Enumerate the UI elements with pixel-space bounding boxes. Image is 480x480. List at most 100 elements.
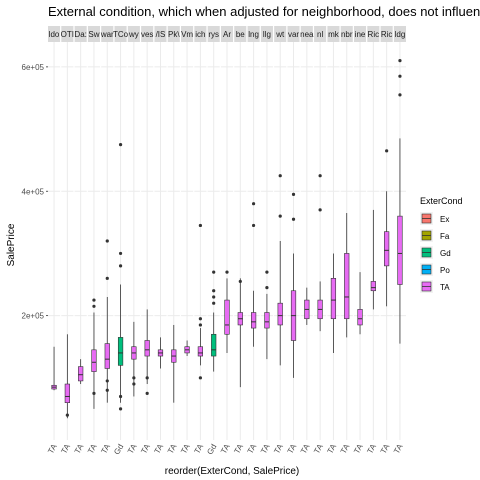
facet-strip-label: llg [263, 30, 271, 39]
facet-strip-label: Ar [223, 30, 231, 39]
outlier-point [265, 286, 269, 290]
x-tick-label: TA [365, 442, 378, 455]
outlier-point [118, 143, 123, 147]
x-tick-label: TA [193, 442, 206, 455]
facet-strip-label: ich [195, 30, 205, 39]
box [330, 278, 337, 320]
facet-panel: Pk\ TA [166, 26, 180, 455]
outlier-point [118, 394, 123, 399]
facet-panel: mk TA [326, 26, 340, 455]
x-tick-label: TA [153, 442, 166, 455]
facet-strip [340, 26, 353, 42]
outlier-point [118, 264, 123, 268]
facet-strip-label: ine [355, 30, 366, 39]
box [104, 343, 110, 369]
facet-strip [220, 26, 234, 42]
box [277, 302, 283, 326]
y-axis-title: SalePrice [6, 223, 17, 266]
facet-strip [154, 26, 167, 42]
x-tick-label: TA [272, 442, 285, 455]
facet-strip [353, 26, 367, 42]
x-tick-label: TA [312, 442, 325, 455]
facet-strip-label: var [288, 30, 299, 39]
facet-panel: ine TA [352, 26, 367, 455]
facet-strip [287, 26, 300, 42]
facet-panel: lng TA [246, 26, 260, 455]
x-tick-label: TA [392, 442, 405, 455]
outlier-point [92, 304, 96, 308]
outlier-point [212, 301, 216, 305]
facet-panel: ich TA [193, 26, 207, 455]
box [78, 366, 84, 382]
y-tick-label: 2e+05 [22, 312, 45, 321]
facet-strip-label: Ric [368, 30, 380, 39]
x-tick-label: TA [59, 442, 72, 455]
outlier-point [318, 174, 322, 178]
facet-panel: wt TA [272, 26, 287, 455]
legend-label: TA [440, 283, 450, 292]
outlier-point [105, 239, 109, 243]
facet-strip-label: wt [275, 30, 285, 39]
facet-panel: Ric TA [365, 26, 380, 455]
outlier-point [238, 279, 242, 284]
facet-panel: ldg TA [392, 26, 406, 455]
facet-strip-label: mk [328, 30, 340, 39]
outlier-point [92, 391, 96, 395]
facet-strip [114, 26, 127, 42]
outlier-point [278, 174, 282, 178]
facet-strip [141, 26, 154, 42]
x-tick-label: TA [259, 442, 272, 455]
box [251, 312, 257, 329]
facet-strip-label: OTI [61, 30, 74, 39]
outlier-point [118, 251, 123, 256]
facet-strip [393, 26, 406, 42]
box [197, 346, 203, 357]
outlier-point [398, 74, 402, 78]
box [344, 253, 350, 320]
box [370, 281, 376, 292]
legend-label: Ex [440, 215, 449, 224]
y-tick-label: 6e+05 [22, 63, 45, 72]
facet-strip [194, 26, 207, 42]
x-tick-label: TA [232, 442, 245, 455]
facet-panel: /IS TA [153, 26, 167, 455]
box [211, 333, 217, 357]
box [64, 383, 70, 403]
facet-strip-label: rys [208, 30, 219, 39]
x-tick-label: TA [179, 442, 192, 455]
facet-strip [300, 26, 313, 42]
facet-panel: ldo TA [46, 26, 61, 455]
facet-strip-label: war [100, 30, 114, 39]
box [91, 349, 97, 372]
outlier-point [212, 289, 216, 293]
outlier-point [132, 376, 136, 380]
facet-strip-label: ldo [49, 30, 60, 39]
x-tick-label: TA [139, 442, 152, 455]
x-tick-label: Gd [112, 443, 125, 457]
box [357, 309, 363, 326]
outlier-point [65, 413, 69, 417]
facet-panels: ldo TA OTI TA Da: TA Sw TA war TA TCo Gd wy TA ves TA/I… [46, 26, 406, 456]
facet-strip [127, 26, 140, 42]
outlier-point [198, 317, 202, 321]
legend-title: ExterCond [420, 196, 463, 206]
x-tick-label: TA [339, 442, 352, 455]
x-tick-label: Gd [205, 443, 218, 457]
outlier-point [198, 223, 202, 228]
facet-strip-label: ves [141, 30, 153, 39]
outlier-point [291, 217, 296, 221]
facet-strip-label: Ric [381, 30, 393, 39]
outlier-point [385, 149, 389, 153]
facet-strip [48, 26, 61, 42]
facet-strip [314, 26, 327, 42]
y-axis: 2e+05 4e+05 6e+05 [22, 63, 48, 321]
facet-strip [234, 26, 247, 42]
outlier-point [252, 223, 256, 228]
facet-strip [327, 26, 340, 42]
x-tick-label: TA [126, 442, 139, 455]
facet-strip-label: nbr [341, 30, 353, 39]
facet-panel: war TA [99, 26, 114, 455]
box [144, 340, 150, 357]
legend-label: Fa [440, 232, 450, 241]
